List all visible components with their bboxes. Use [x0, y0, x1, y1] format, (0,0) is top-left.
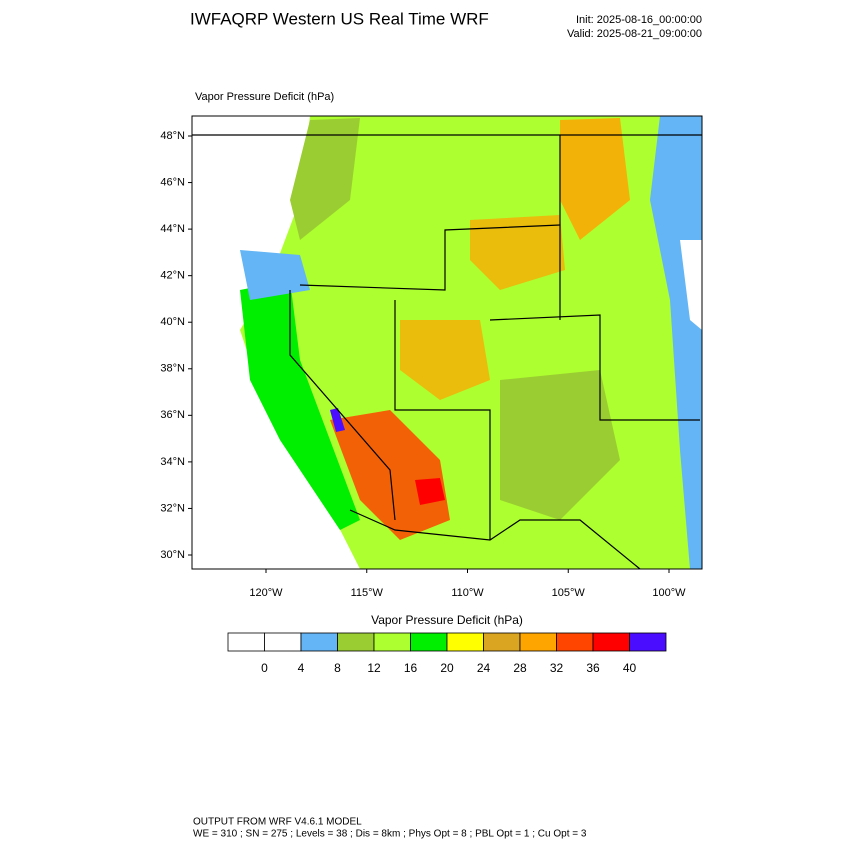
- colorbar-box: [410, 632, 448, 652]
- colorbar-label: 0: [261, 661, 268, 675]
- colorbar-box: [483, 632, 521, 652]
- colorbar-label: 8: [334, 661, 341, 675]
- footer-line: WE = 310 ; SN = 275 ; Levels = 38 ; Dis …: [193, 829, 587, 840]
- field-label: Vapor Pressure Deficit (hPa): [195, 91, 334, 103]
- colorbar-box: [300, 632, 338, 652]
- colorbar-label: 20: [440, 661, 454, 675]
- colorbar-label: 28: [513, 661, 527, 675]
- lat-tick-label: 42°N: [160, 270, 185, 282]
- lat-tick-label: 36°N: [160, 409, 185, 421]
- colorbar-box: [519, 632, 557, 652]
- colorbar-label: 24: [477, 661, 491, 675]
- valid-time: Valid: 2025-08-21_09:00:00: [567, 28, 702, 40]
- lat-tick-label: 32°N: [160, 502, 185, 514]
- colorbar-box: [337, 632, 375, 652]
- init-time: Init: 2025-08-16_00:00:00: [576, 14, 702, 26]
- colorbar-label: 12: [367, 661, 381, 675]
- colorbar-label: 40: [623, 661, 637, 675]
- colorbar-box: [446, 632, 484, 652]
- colorbar-box: [629, 632, 667, 652]
- lat-tick-label: 30°N: [160, 549, 185, 561]
- colorbar-label: 16: [404, 661, 418, 675]
- lat-tick-label: 34°N: [160, 456, 185, 468]
- colorbar-box: [227, 632, 265, 652]
- lon-tick-label: 120°W: [249, 587, 283, 599]
- colorbar-label: 36: [586, 661, 600, 675]
- lon-tick-label: 110°W: [451, 587, 484, 599]
- borders: [192, 134, 702, 570]
- lon-tick-label: 115°W: [351, 587, 384, 599]
- lat-tick-label: 44°N: [160, 223, 185, 235]
- lat-tick-label: 46°N: [160, 176, 185, 188]
- lat-tick-label: 40°N: [160, 316, 185, 328]
- colorbar-box: [373, 632, 411, 652]
- colorbar-label: 4: [298, 661, 305, 675]
- title: IWFAQRP Western US Real Time WRF: [190, 9, 489, 28]
- colorbar-box: [264, 632, 302, 652]
- colorbar-label: 32: [550, 661, 564, 675]
- lat-tick-label: 38°N: [160, 363, 185, 375]
- colorbar-box: [592, 632, 630, 652]
- lon-tick-label: 100°W: [652, 587, 686, 599]
- lon-tick-label: 105°W: [552, 587, 586, 599]
- lat-tick-label: 48°N: [160, 130, 185, 142]
- colorbar-box: [556, 632, 594, 652]
- map-fill: [192, 116, 702, 569]
- footer-line: OUTPUT FROM WRF V4.6.1 MODEL: [193, 817, 362, 828]
- map-frame: [191, 115, 703, 570]
- colorbar-title: Vapor Pressure Deficit (hPa): [371, 613, 523, 627]
